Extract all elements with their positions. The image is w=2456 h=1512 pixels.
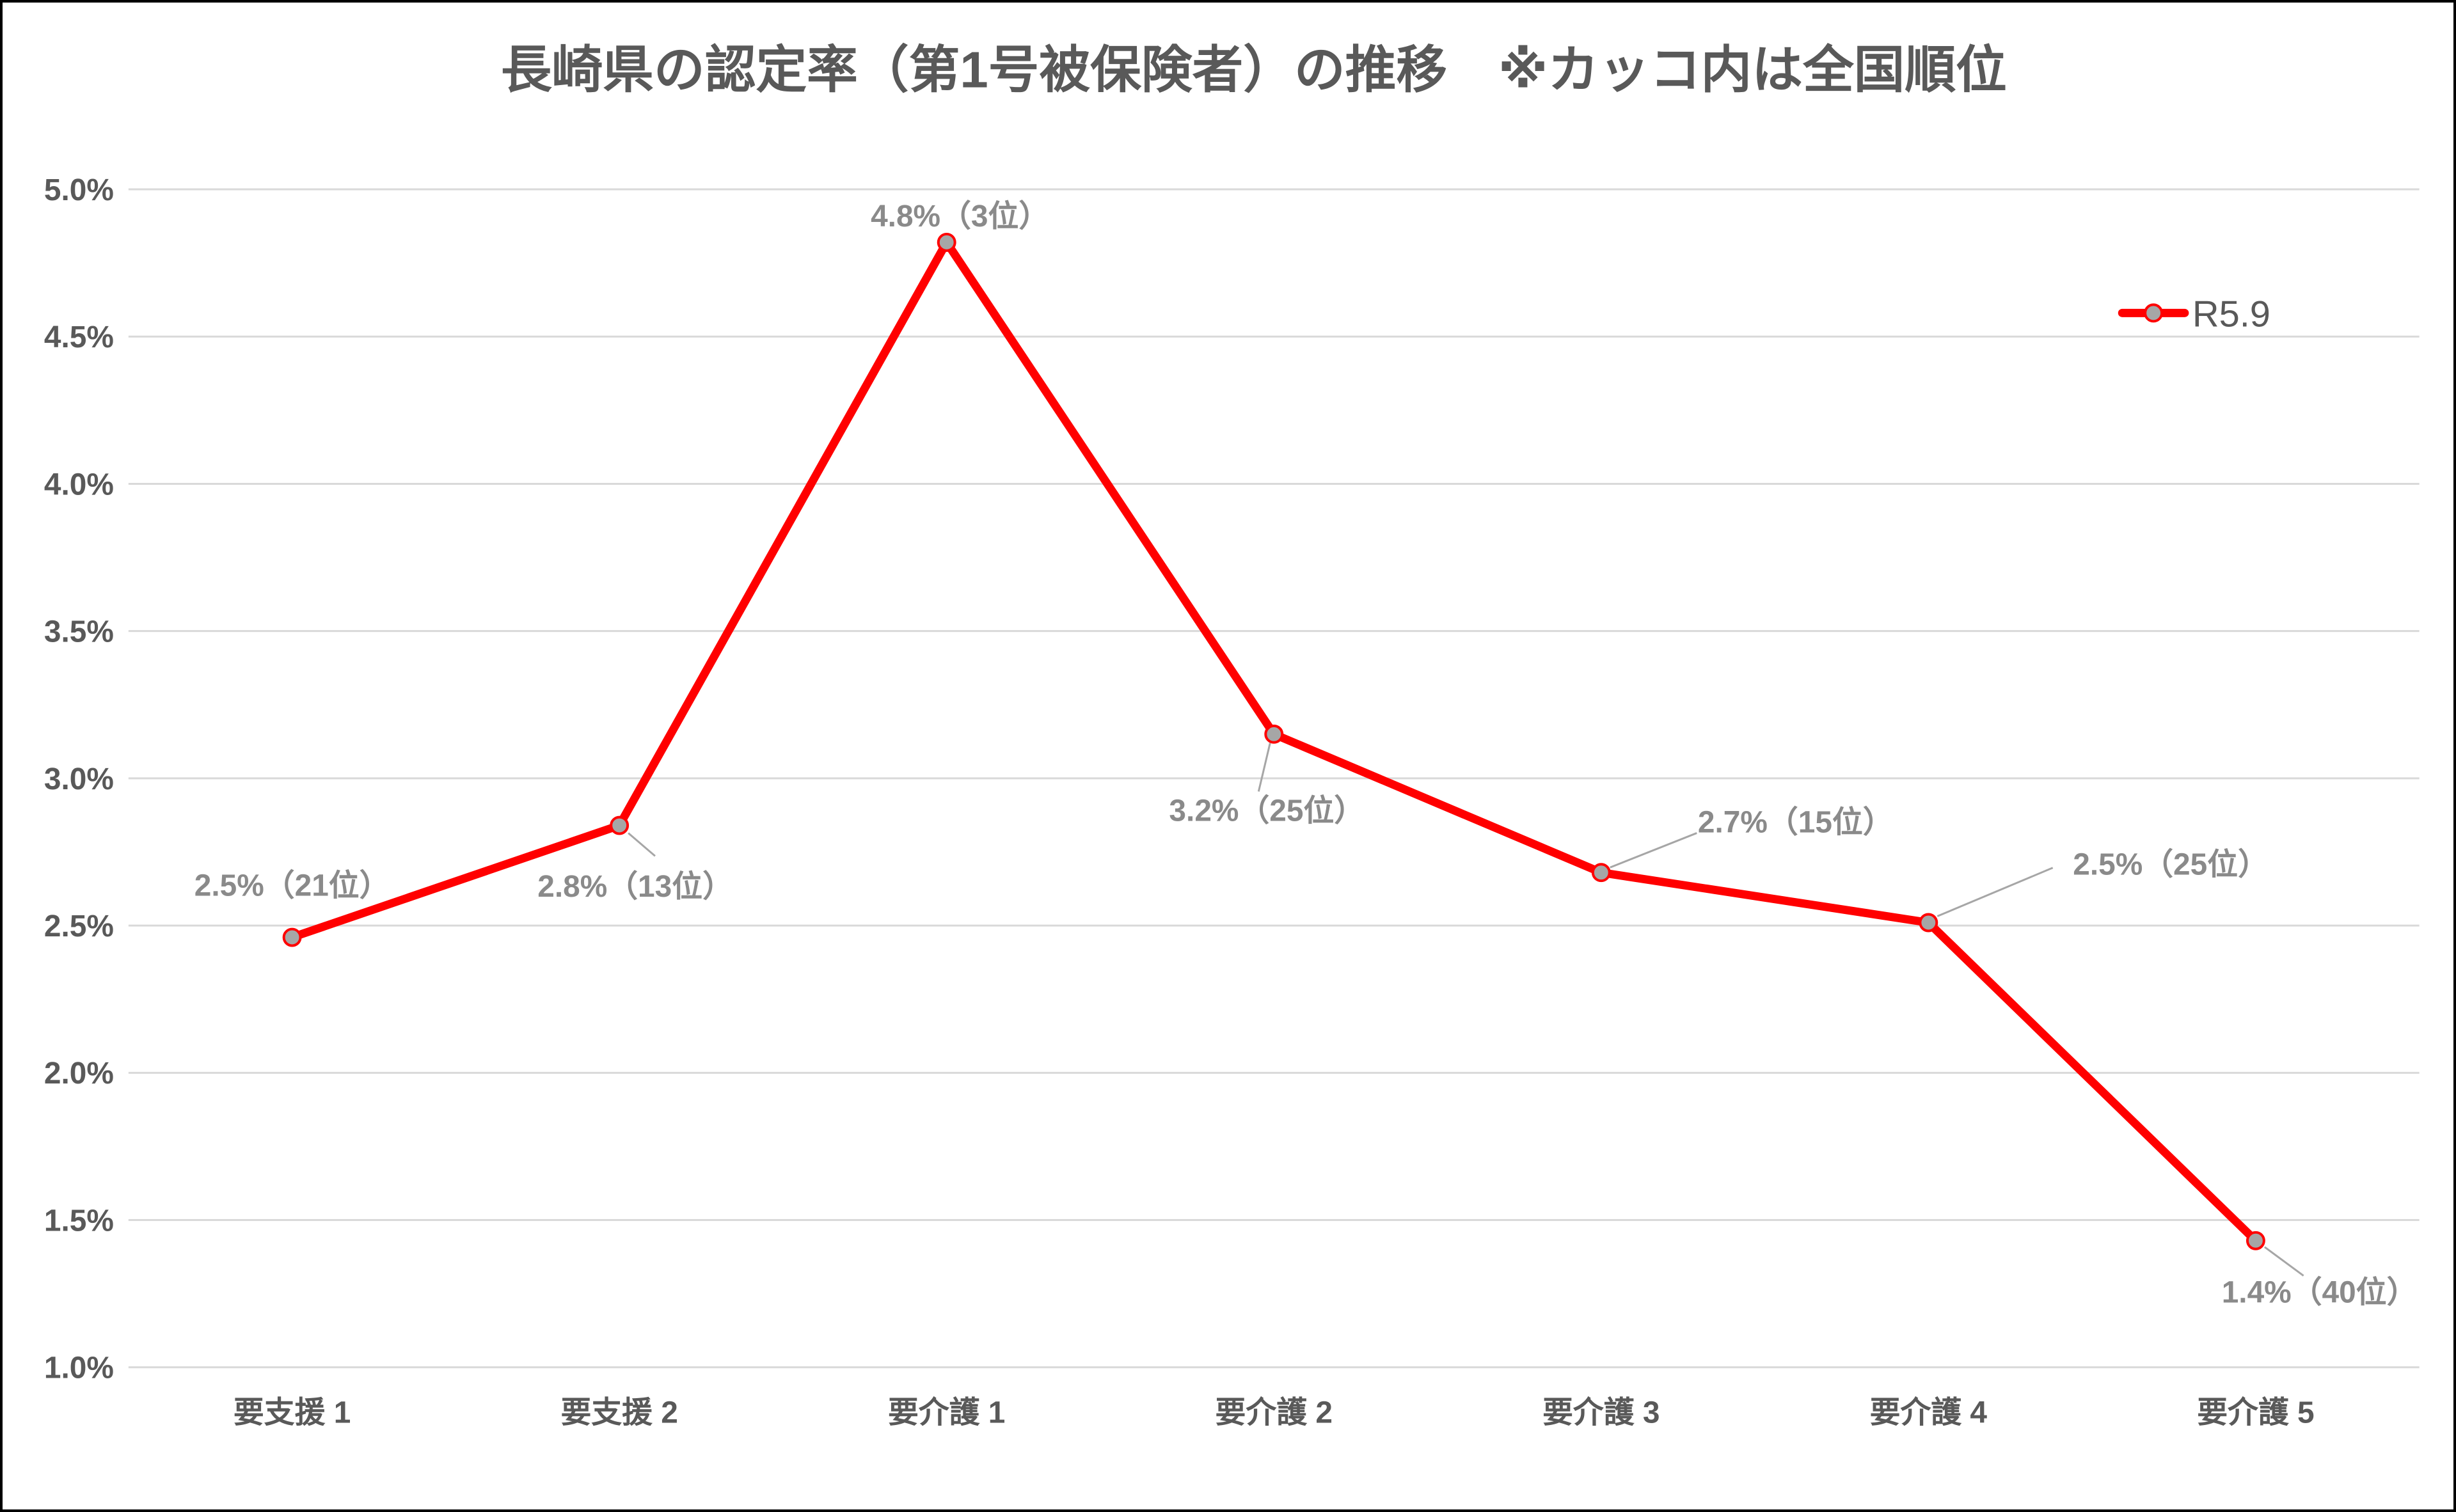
y-tick-label: 1.5% xyxy=(44,1204,114,1238)
y-tick-label: 3.5% xyxy=(44,615,114,649)
leader-line xyxy=(1937,867,2054,917)
y-axis-tick-labels: 5.0% 4.5% 4.0% 3.5% 3.0% 2.5% 2.0% 1.5% 1.0% xyxy=(44,173,114,1385)
x-category-label: 要介護 4 xyxy=(1870,1396,1988,1429)
y-tick-label: 3.0% xyxy=(44,762,114,796)
leader-line xyxy=(2263,1246,2304,1277)
data-point-marker xyxy=(610,815,630,835)
y-tick-label: 4.5% xyxy=(44,320,114,354)
data-label: 2.5%（21位） xyxy=(194,869,390,903)
data-label: 4.8%（3位） xyxy=(871,200,1049,233)
y-tick-label: 1.0% xyxy=(44,1351,114,1385)
data-label: 2.5%（25位） xyxy=(2073,848,2269,882)
y-tick-label: 4.0% xyxy=(44,468,114,501)
legend: R5.9 xyxy=(2118,294,2270,335)
legend-marker-icon xyxy=(2144,303,2164,323)
data-point-markers xyxy=(282,232,2265,1250)
legend-label: R5.9 xyxy=(2192,294,2270,335)
y-tick-label: 5.0% xyxy=(44,173,114,207)
data-point-marker xyxy=(2246,1231,2265,1250)
x-axis-category-labels: 要支援 1 要支援 2 要介護 1 要介護 2 要介護 3 要介護 4 要介護 5 xyxy=(234,1396,2315,1429)
data-point-marker xyxy=(1591,863,1611,883)
data-point-marker xyxy=(282,927,302,947)
data-point-marker xyxy=(1264,724,1284,744)
x-category-label: 要介護 2 xyxy=(1216,1396,1333,1429)
data-point-marker xyxy=(1919,913,1938,933)
leader-line xyxy=(1610,832,1697,869)
x-category-label: 要介護 3 xyxy=(1542,1396,1660,1429)
data-label: 2.7%（15位） xyxy=(1698,805,1894,839)
data-label: 1.4%（40位） xyxy=(2222,1275,2418,1309)
x-category-label: 要介護 5 xyxy=(2197,1396,2314,1429)
x-category-label: 要介護 1 xyxy=(888,1396,1005,1429)
x-category-label: 要支援 1 xyxy=(234,1396,351,1429)
leader-line xyxy=(1257,743,1271,792)
data-labels: 2.5%（21位） 2.8%（13位） 4.8%（3位） 3.2%（25位） 2.7%（… xyxy=(194,200,2418,1309)
gridlines xyxy=(128,188,2420,1369)
data-label: 3.2%（25位） xyxy=(1169,794,1365,828)
y-tick-label: 2.5% xyxy=(44,910,114,943)
chart-title: 長崎県の認定率（第1号被保険者）の推移 ※カッコ内は全国順位 xyxy=(501,42,2007,98)
y-tick-label: 2.0% xyxy=(44,1057,114,1091)
data-label: 2.8%（13位） xyxy=(537,870,733,904)
leader-line xyxy=(628,832,656,857)
data-label-leader-lines xyxy=(628,743,2304,1277)
data-point-marker xyxy=(937,232,956,252)
line-chart-canvas: 長崎県の認定率（第1号被保険者）の推移 ※カッコ内は全国順位 5.0% 4.5% 4… xyxy=(44,42,2420,1429)
x-category-label: 要支援 2 xyxy=(560,1396,677,1429)
